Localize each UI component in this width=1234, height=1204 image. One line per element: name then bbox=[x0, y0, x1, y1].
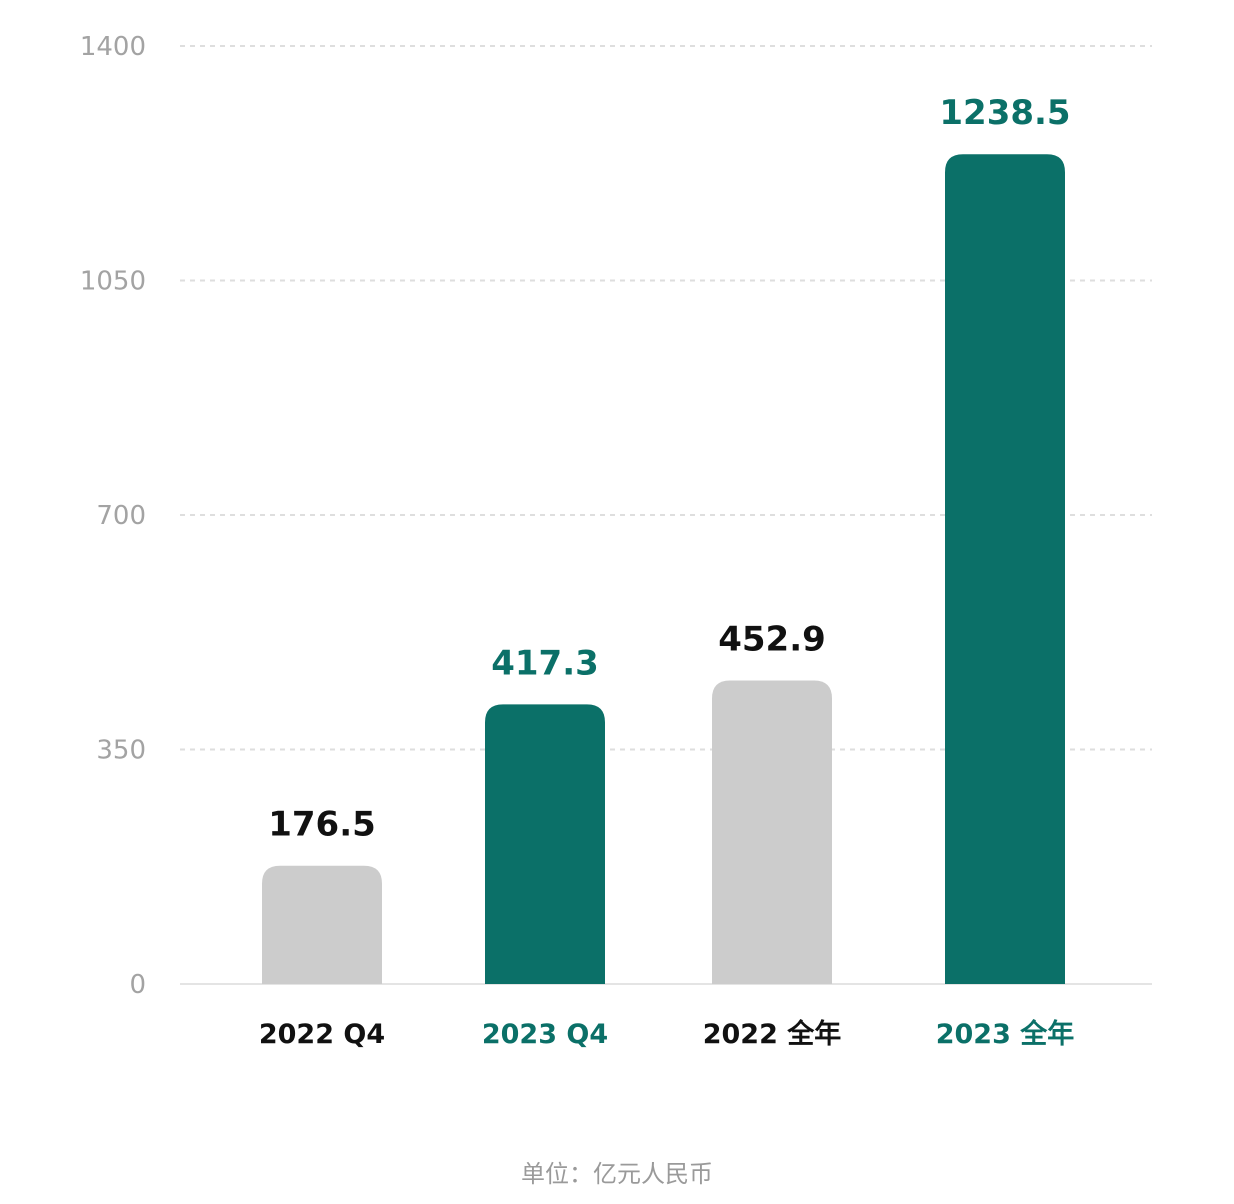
y-tick-label: 1050 bbox=[80, 267, 146, 297]
x-tick-label: 2023 Q4 bbox=[482, 1019, 608, 1050]
bar bbox=[712, 680, 832, 984]
value-label: 417.3 bbox=[491, 643, 599, 683]
x-tick-label: 2023 全年 bbox=[936, 1018, 1075, 1050]
bar bbox=[485, 704, 605, 984]
x-tick-label: 2022 全年 bbox=[703, 1018, 842, 1050]
y-axis-ticks: 0 350 700 1050 1400 bbox=[80, 32, 146, 1000]
bar bbox=[945, 154, 1065, 984]
y-tick-label: 700 bbox=[96, 501, 146, 531]
y-tick-label: 0 bbox=[129, 970, 146, 1000]
unit-note: 单位：亿元人民币 bbox=[521, 1160, 713, 1188]
value-label: 1238.5 bbox=[939, 93, 1070, 133]
y-tick-label: 1400 bbox=[80, 32, 146, 62]
value-labels: 176.5 417.3 452.9 1238.5 bbox=[268, 93, 1070, 845]
x-axis-labels: 2022 Q4 2023 Q4 2022 全年 2023 全年 bbox=[259, 1018, 1074, 1050]
value-label: 452.9 bbox=[718, 620, 826, 660]
y-tick-label: 350 bbox=[96, 736, 146, 766]
x-tick-label: 2022 Q4 bbox=[259, 1019, 385, 1050]
value-label: 176.5 bbox=[268, 805, 376, 845]
bars bbox=[262, 154, 1065, 984]
bar bbox=[262, 865, 382, 984]
